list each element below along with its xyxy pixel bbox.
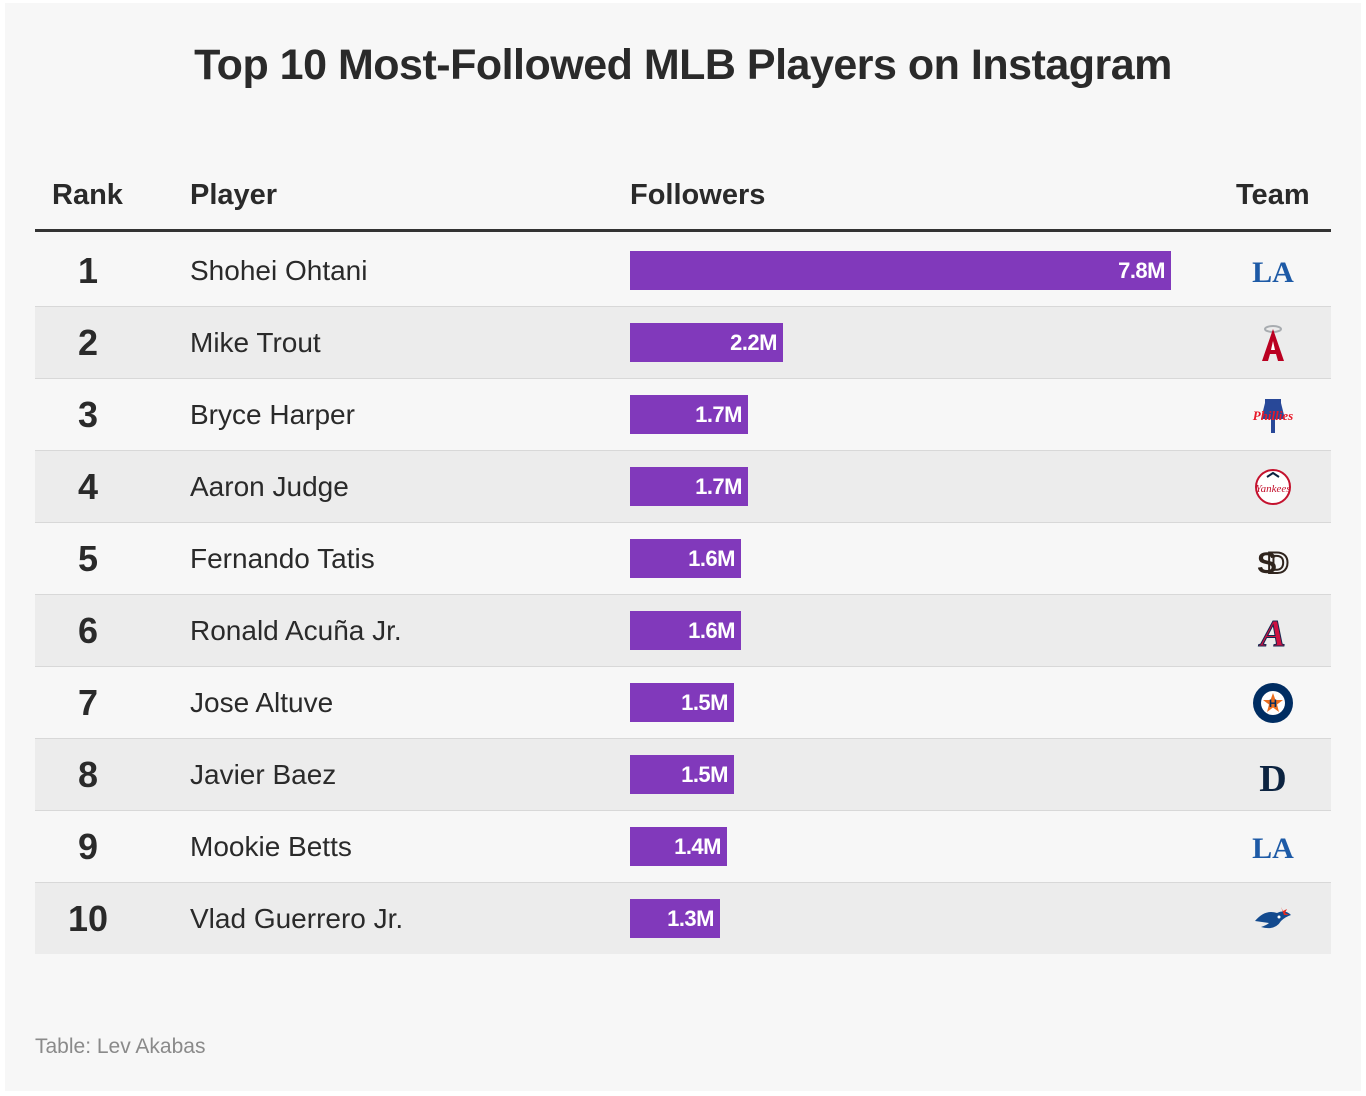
player-name: Ronald Acuña Jr. [190,615,402,646]
followers-label: 1.5M [681,762,728,787]
table-row: 6 Ronald Acuña Jr. 1.6M A [35,595,1331,667]
svg-text:D: D [1267,547,1289,580]
svg-text:Phillies: Phillies [1253,408,1293,423]
angels-icon [1251,321,1295,365]
column-header-followers: Followers [630,179,766,211]
source-credit: Table: Lev Akabas [35,1035,206,1058]
followers-bar: 1.5M [630,683,734,722]
svg-text:S: S [1257,547,1277,580]
rank-cell: 5 [77,538,99,579]
player-name: Fernando Tatis [190,543,375,574]
yankees-icon: Yankees [1251,465,1295,509]
followers-label: 1.6M [688,618,735,643]
blue-jays-icon [1251,897,1295,941]
phillies-icon: Phillies [1251,393,1295,437]
player-name: Jose Altuve [190,687,334,718]
followers-label: 1.4M [674,834,721,859]
followers-label: 1.3M [667,906,714,931]
table-row: 5 Fernando Tatis 1.6M S D [35,523,1331,595]
player-name: Javier Baez [190,759,337,790]
svg-text:Yankees: Yankees [1255,483,1290,495]
braves-icon: A [1251,609,1295,654]
dodgers-icon: LA [1251,249,1295,293]
followers-bar: 1.5M [630,755,734,794]
table-row: 8 Javier Baez 1.5M D [35,739,1331,811]
column-header-rank: Rank [52,179,123,211]
rank-cell: 2 [77,322,99,363]
svg-text:LA: LA [1252,832,1294,865]
column-header-player: Player [190,179,278,211]
table-row: 4 Aaron Judge 1.7M Yankees [35,451,1331,523]
astros-icon: H [1251,681,1295,725]
player-name: Shohei Ohtani [190,255,368,286]
followers-label: 1.5M [681,690,728,715]
table-row: 9 Mookie Betts 1.4M LA [35,811,1331,883]
followers-bar: 1.6M [630,539,741,578]
header-divider [35,229,1331,232]
table-body: 1 Shohei Ohtani 7.8M LA 2 Mike Trout 2.2M 3 Bryc… [35,235,1331,954]
player-name: Aaron Judge [190,471,349,502]
rank-cell: 4 [77,466,99,507]
column-header-team: Team [1236,179,1310,211]
followers-bar: 7.8M [630,251,1171,290]
followers-bar: 1.3M [630,899,720,938]
followers-label: 1.6M [688,546,735,571]
followers-bar: 1.7M [630,467,748,506]
rank-cell: 9 [77,826,99,867]
tigers-icon: D [1251,753,1295,797]
table-row: 7 Jose Altuve 1.5M H [35,667,1331,739]
followers-label: 1.7M [695,474,742,499]
followers-bar: 1.7M [630,395,748,434]
followers-bar: 1.4M [630,827,727,866]
rank-cell: 1 [77,250,99,291]
rank-cell: 10 [67,898,109,939]
table-row: 3 Bryce Harper 1.7M Phillies [35,379,1331,451]
table-row: 10 Vlad Guerrero Jr. 1.3M [35,883,1331,954]
svg-text:A: A [1258,613,1285,653]
player-name: Mike Trout [190,327,321,358]
followers-bar: 2.2M [630,323,783,362]
followers-label: 7.8M [1118,258,1165,283]
followers-bar: 1.6M [630,611,741,650]
table-row: 2 Mike Trout 2.2M [35,307,1331,379]
rank-cell: 7 [77,682,99,723]
svg-text:H: H [1269,698,1277,710]
rank-cell: 6 [77,610,99,651]
table-row: 1 Shohei Ohtani 7.8M LA [35,235,1331,307]
player-name: Mookie Betts [190,831,352,862]
followers-label: 1.7M [695,402,742,427]
player-name: Bryce Harper [190,399,355,430]
rank-cell: 3 [77,394,99,435]
player-name: Vlad Guerrero Jr. [190,903,404,934]
dodgers-icon: LA [1251,825,1295,869]
svg-text:LA: LA [1252,256,1294,289]
chart-title: Top 10 Most-Followed MLB Players on Inst… [194,41,1172,89]
followers-label: 2.2M [730,330,777,355]
table-card: Top 10 Most-Followed MLB Players on Inst… [5,3,1361,1091]
rank-cell: 8 [77,754,99,795]
svg-text:D: D [1259,758,1286,797]
